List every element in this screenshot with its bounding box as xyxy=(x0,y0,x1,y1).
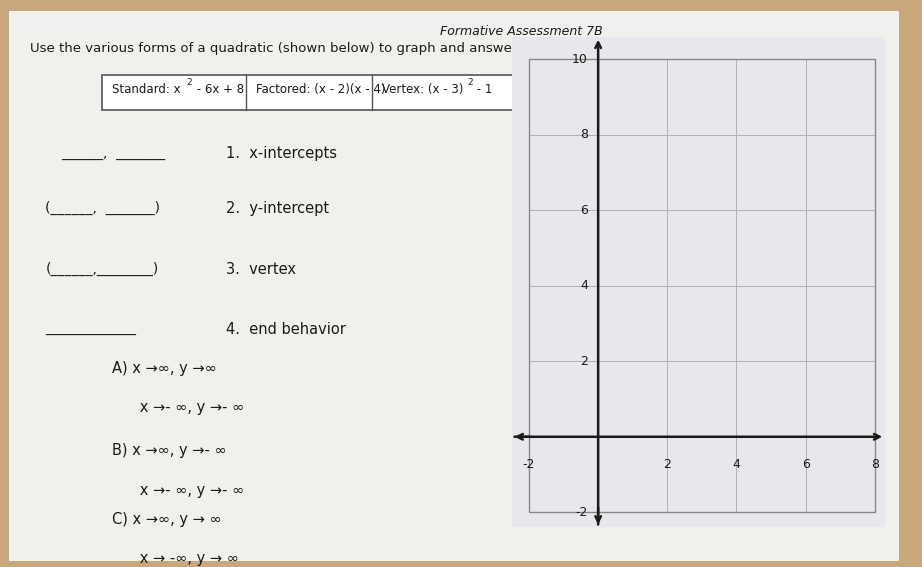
Text: 2: 2 xyxy=(580,355,588,368)
Text: - 1: - 1 xyxy=(473,83,492,96)
Text: B) x →∞, y →- ∞: B) x →∞, y →- ∞ xyxy=(112,443,227,458)
Text: C) x →∞, y → ∞: C) x →∞, y → ∞ xyxy=(112,512,222,527)
Text: Vertex: (x - 3): Vertex: (x - 3) xyxy=(382,83,464,96)
Text: x → -∞, y → ∞: x → -∞, y → ∞ xyxy=(112,552,240,566)
Text: 2: 2 xyxy=(186,78,192,87)
Text: -2: -2 xyxy=(575,506,588,519)
Text: x →- ∞, y →- ∞: x →- ∞, y →- ∞ xyxy=(112,400,244,415)
Text: 1.  x-intercepts: 1. x-intercepts xyxy=(226,146,337,161)
Text: 2.  y-intercept: 2. y-intercept xyxy=(226,201,329,216)
Text: Factored: (x - 2)(x - 4): Factored: (x - 2)(x - 4) xyxy=(256,83,385,96)
Text: (______,  _______): (______, _______) xyxy=(45,201,160,215)
Text: _____________: _____________ xyxy=(45,322,136,336)
Text: 4: 4 xyxy=(732,458,740,471)
Text: Use the various forms of a quadratic (shown below) to graph and answer the quest: Use the various forms of a quadratic (sh… xyxy=(30,41,617,54)
Bar xyxy=(102,75,551,111)
Text: x →- ∞, y →- ∞: x →- ∞, y →- ∞ xyxy=(112,483,244,498)
Text: (______,________): (______,________) xyxy=(45,261,159,276)
Text: Formative Assessment 7B: Formative Assessment 7B xyxy=(440,25,603,38)
Text: 2: 2 xyxy=(467,78,473,87)
Text: 3.  vertex: 3. vertex xyxy=(226,261,296,277)
Text: 2: 2 xyxy=(663,458,671,471)
Text: 6: 6 xyxy=(801,458,810,471)
Text: Standard: x: Standard: x xyxy=(112,83,181,96)
Text: 4: 4 xyxy=(580,280,588,293)
Text: 8: 8 xyxy=(870,458,879,471)
Text: 4.  end behavior: 4. end behavior xyxy=(226,322,346,337)
Text: A) x →∞, y →∞: A) x →∞, y →∞ xyxy=(112,361,218,375)
Text: 10: 10 xyxy=(572,53,588,66)
Text: -2: -2 xyxy=(523,458,535,471)
Text: - 6x + 8: - 6x + 8 xyxy=(193,83,243,96)
Text: 8: 8 xyxy=(580,129,588,141)
Text: 6: 6 xyxy=(580,204,588,217)
Text: ______,  _______: ______, _______ xyxy=(61,146,165,160)
